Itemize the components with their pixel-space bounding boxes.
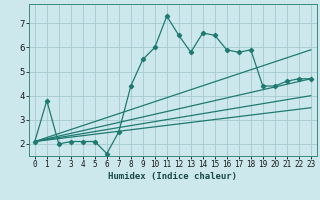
X-axis label: Humidex (Indice chaleur): Humidex (Indice chaleur) (108, 172, 237, 181)
